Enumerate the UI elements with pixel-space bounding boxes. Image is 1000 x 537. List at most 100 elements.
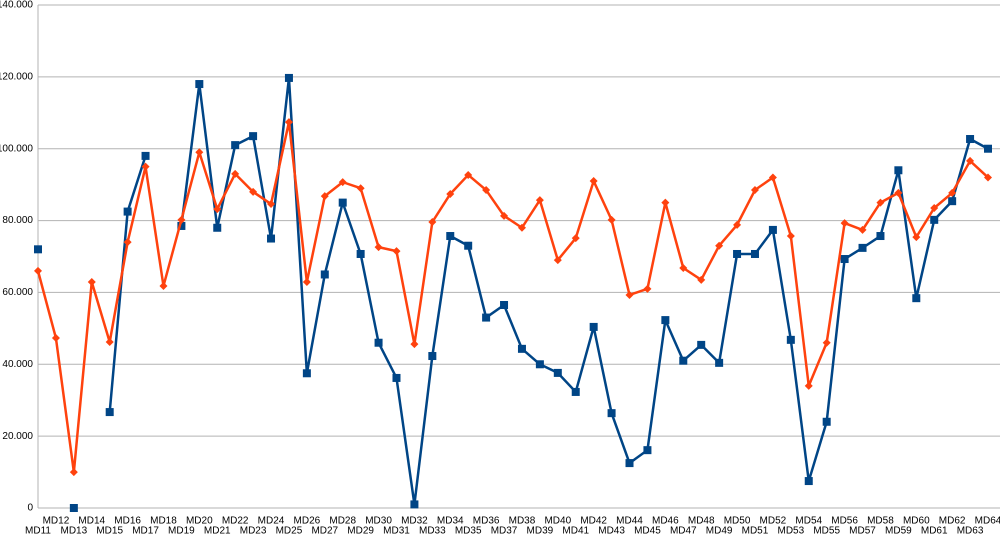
- marker: [930, 203, 939, 212]
- marker: [284, 118, 293, 127]
- marker: [392, 373, 401, 382]
- marker: [34, 245, 42, 254]
- marker: [966, 135, 975, 144]
- x-tick-label: MD26: [294, 516, 321, 527]
- y-tick-label: 0: [27, 503, 33, 514]
- x-tick-label: MD54: [795, 516, 822, 527]
- marker: [141, 151, 150, 160]
- marker: [643, 284, 652, 293]
- x-tick-label: MD49: [706, 526, 733, 537]
- marker: [392, 247, 401, 256]
- marker: [984, 144, 992, 153]
- marker: [858, 225, 867, 234]
- x-tick-label: MD31: [383, 526, 410, 537]
- marker: [697, 275, 706, 284]
- marker: [930, 215, 939, 224]
- marker: [446, 189, 455, 198]
- x-tick-label: MD36: [473, 516, 500, 527]
- marker: [679, 356, 688, 365]
- marker: [876, 198, 885, 207]
- marker: [338, 198, 347, 207]
- x-tick-label: MD21: [204, 526, 231, 537]
- marker: [984, 173, 992, 182]
- marker: [267, 234, 276, 243]
- x-tick-label: MD11: [25, 526, 51, 537]
- y-tick-label: 100.000: [0, 143, 33, 154]
- x-tick-label: MD40: [544, 516, 571, 527]
- marker: [607, 215, 616, 224]
- marker: [768, 173, 777, 182]
- y-tick-label: 80.000: [2, 215, 33, 226]
- x-tick-label: MD61: [921, 526, 948, 537]
- x-tick-label: MD35: [455, 526, 482, 537]
- y-tick-label: 40.000: [2, 359, 33, 370]
- marker: [804, 381, 813, 390]
- marker: [87, 278, 96, 287]
- marker: [69, 468, 78, 477]
- marker: [948, 188, 957, 197]
- marker: [482, 313, 491, 322]
- x-tick-label: MD53: [777, 526, 804, 537]
- x-tick-label: MD28: [329, 516, 356, 527]
- marker: [786, 232, 795, 241]
- x-tick-label: MD27: [311, 526, 338, 537]
- marker: [822, 417, 831, 426]
- marker: [948, 197, 957, 206]
- marker: [894, 166, 903, 175]
- marker: [517, 344, 526, 353]
- x-tick-label: MD15: [96, 526, 123, 537]
- x-tick-label: MD64: [975, 516, 1000, 527]
- x-tick-label: MD25: [276, 526, 303, 537]
- marker: [858, 243, 867, 252]
- x-tick-label: MD56: [831, 516, 858, 527]
- x-tick-label: MD47: [670, 526, 697, 537]
- marker: [679, 263, 688, 272]
- marker: [464, 170, 473, 179]
- x-tick-label: MD48: [688, 516, 715, 527]
- marker: [302, 369, 311, 378]
- marker: [661, 316, 670, 325]
- x-tick-label: MD58: [867, 516, 894, 527]
- marker: [733, 249, 742, 258]
- marker: [750, 249, 759, 258]
- marker: [428, 218, 437, 227]
- marker: [571, 387, 580, 396]
- marker: [589, 322, 598, 331]
- marker: [822, 338, 831, 347]
- marker: [571, 234, 580, 243]
- marker: [804, 477, 813, 486]
- marker: [249, 132, 258, 141]
- marker: [428, 352, 437, 361]
- marker: [840, 219, 849, 228]
- x-tick-label: MD46: [652, 516, 679, 527]
- marker: [123, 238, 132, 247]
- marker: [786, 335, 795, 344]
- x-tick-label: MD63: [957, 526, 984, 537]
- marker: [177, 221, 186, 230]
- x-tick-label: MD39: [527, 526, 554, 537]
- marker: [105, 338, 114, 347]
- marker: [876, 232, 885, 241]
- x-tick-label: MD23: [240, 526, 267, 537]
- marker: [320, 270, 329, 279]
- x-tick-label: MD59: [885, 526, 912, 537]
- x-tick-label: MD50: [724, 516, 751, 527]
- marker: [410, 500, 419, 509]
- marker: [141, 162, 150, 171]
- x-tick-label: MD13: [61, 526, 88, 537]
- marker: [374, 243, 383, 252]
- x-tick-label: MD30: [365, 516, 392, 527]
- x-tick-label: MD19: [168, 526, 195, 537]
- x-tick-label: MD51: [742, 526, 769, 537]
- marker: [840, 255, 849, 264]
- x-tick-label: MD55: [813, 526, 840, 537]
- marker: [553, 368, 562, 377]
- x-tick-label: MD16: [114, 516, 141, 527]
- marker: [715, 358, 724, 367]
- x-tick-label: MD38: [509, 516, 536, 527]
- marker: [625, 290, 634, 299]
- marker: [338, 178, 347, 187]
- marker: [302, 278, 311, 287]
- marker: [267, 200, 276, 209]
- marker: [213, 223, 222, 232]
